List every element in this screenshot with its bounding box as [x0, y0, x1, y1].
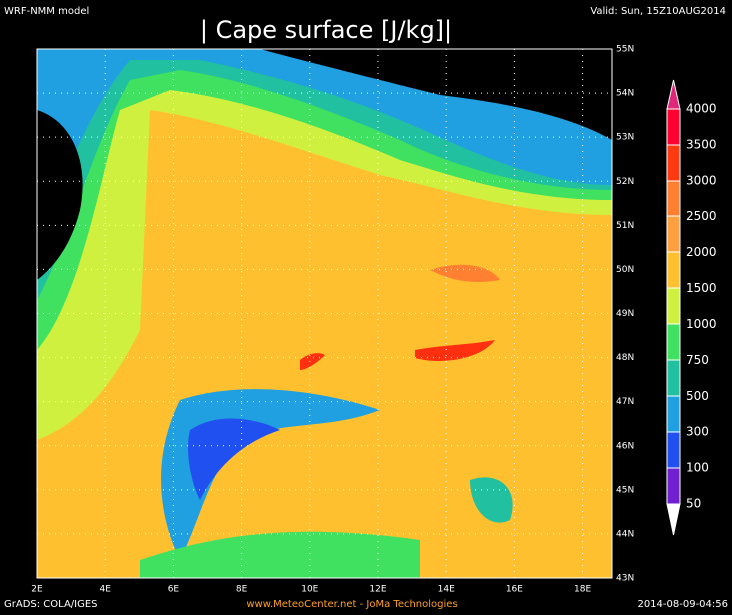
- footer-left: GrADS: COLA/IGES: [4, 599, 98, 610]
- lat-label: 44N: [616, 529, 634, 539]
- lat-label: 46N: [616, 441, 634, 451]
- colorbar-label: 1000: [686, 317, 717, 331]
- lat-label: 45N: [616, 485, 634, 495]
- lat-label: 52N: [616, 177, 634, 187]
- colorbar-label: 100: [686, 461, 709, 475]
- colorbar-label: 2000: [686, 245, 717, 259]
- colorbar-label: 3000: [686, 173, 717, 187]
- map-field: [36, 48, 613, 579]
- lon-label: 6E: [168, 585, 180, 595]
- model-label: WRF-NMM model: [4, 6, 89, 17]
- lon-label: 4E: [99, 585, 111, 595]
- colorbar: [666, 79, 681, 536]
- valid-time: Valid: Sun, 15Z10AUG2014: [590, 6, 726, 17]
- lat-label: 47N: [616, 397, 634, 407]
- lon-label: 12E: [369, 585, 386, 595]
- lat-label: 53N: [616, 133, 634, 143]
- map-title: | Cape surface [J/kg]|: [200, 16, 452, 44]
- lat-label: 50N: [616, 265, 634, 275]
- colorbar-labels: 50 100 300 500 750 1000 1500 2000 2500 3000 3500 40…: [686, 102, 717, 511]
- lat-label: 43N: [616, 574, 634, 584]
- colorbar-label: 500: [686, 389, 709, 403]
- colorbar-label: 1500: [686, 281, 717, 295]
- colorbar-label: 3500: [686, 137, 717, 151]
- lat-label: 51N: [616, 221, 634, 231]
- lon-label: 14E: [438, 585, 455, 595]
- lon-label: 16E: [506, 585, 523, 595]
- lat-label: 48N: [616, 353, 634, 363]
- lat-label: 54N: [616, 89, 634, 99]
- colorbar-label: 2500: [686, 209, 717, 223]
- lon-label: 2E: [31, 585, 43, 595]
- lon-label: 18E: [574, 585, 591, 595]
- footer-right: 2014-08-09-04:56: [637, 599, 728, 610]
- lon-label: 8E: [236, 585, 248, 595]
- colorbar-label: 4000: [686, 102, 717, 116]
- colorbar-label: 300: [686, 425, 709, 439]
- graticule: 2E 4E 6E 8E 10E 12E 14E 16E 18E 55N 54N 53N 52N 51N 50…: [31, 45, 634, 595]
- lon-label: 10E: [301, 585, 318, 595]
- colorbar-label: 750: [686, 353, 709, 367]
- lat-label: 55N: [616, 45, 634, 55]
- colorbar-label: 50: [686, 497, 701, 511]
- lat-label: 49N: [616, 309, 634, 319]
- footer-center: www.MeteoCenter.net - JoMa Technologies: [246, 599, 457, 610]
